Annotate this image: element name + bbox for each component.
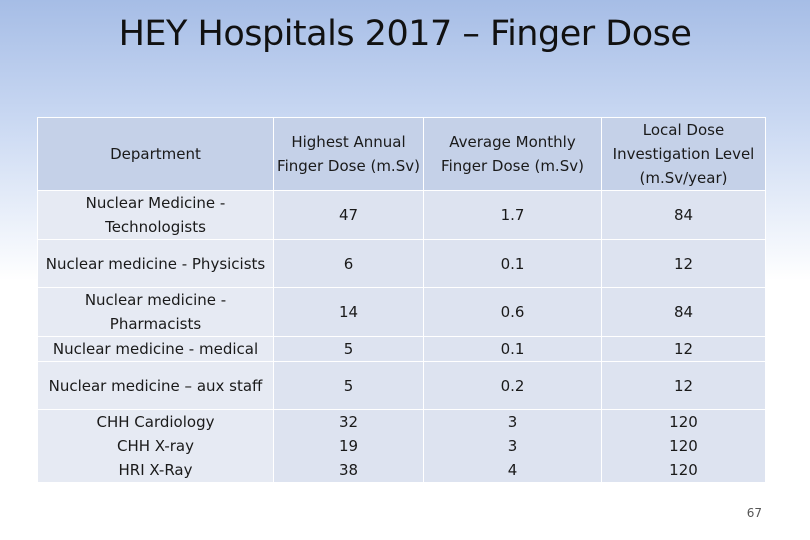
investigation-level-value: 120 [669, 437, 698, 455]
investigation-level-cell: 120 120 120 [601, 409, 766, 483]
department-chh-cardiology: CHH Cardiology [96, 413, 215, 431]
highest-dose-cell: 6 [273, 239, 424, 288]
table-header-row: Department Highest Annual Finger Dose (m… [37, 117, 766, 191]
highest-dose-cell: 5 [273, 361, 424, 410]
department-chh-xray: CHH X-ray [117, 437, 194, 455]
investigation-level-cell: 84 [601, 190, 766, 240]
department-cell: Nuclear medicine - Physicists [37, 239, 274, 288]
average-dose-cell: 0.1 [423, 336, 602, 362]
average-dose-cell: 1.7 [423, 190, 602, 240]
investigation-level-value: 120 [669, 413, 698, 431]
highest-dose-value: 19 [338, 437, 359, 455]
department-cell: Nuclear medicine - medical [37, 336, 274, 362]
average-dose-cell: 3 3 4 [423, 409, 602, 483]
highest-dose-cell: 14 [273, 287, 424, 337]
slide-title: HEY Hospitals 2017 – Finger Dose [118, 14, 692, 54]
investigation-level-cell: 84 [601, 287, 766, 337]
investigation-level-cell: 12 [601, 361, 766, 410]
table-row-group: CHH Cardiology CHH X-ray HRI X-Ray 32 19… [37, 409, 766, 483]
highest-dose-cell: 47 [273, 190, 424, 240]
highest-dose-cell: 5 [273, 336, 424, 362]
department-cell: CHH Cardiology CHH X-ray HRI X-Ray [37, 409, 274, 483]
header-investigation-level: Local Dose Investigation Level (m.Sv/yea… [601, 117, 766, 191]
average-dose-cell: 0.1 [423, 239, 602, 288]
investigation-level-value: 120 [669, 461, 698, 479]
header-highest-annual-dose: Highest Annual Finger Dose (m.Sv) [273, 117, 424, 191]
header-department: Department [37, 117, 274, 191]
average-dose-value: 3 [507, 413, 518, 431]
investigation-level-cell: 12 [601, 336, 766, 362]
department-cell: Nuclear medicine - Pharmacists [37, 287, 274, 337]
finger-dose-table: Department Highest Annual Finger Dose (m… [37, 117, 766, 483]
table-row: Nuclear medicine – aux staff 5 0.2 12 [37, 361, 766, 410]
department-cell: Nuclear Medicine - Technologists [37, 190, 274, 240]
table-row: Nuclear Medicine - Technologists 47 1.7 … [37, 190, 766, 240]
department-cell: Nuclear medicine – aux staff [37, 361, 274, 410]
table-row: Nuclear medicine - medical 5 0.1 12 [37, 336, 766, 362]
header-average-monthly-dose: Average Monthly Finger Dose (m.Sv) [423, 117, 602, 191]
page-number: 67 [746, 506, 762, 520]
investigation-level-cell: 12 [601, 239, 766, 288]
table-row: Nuclear medicine - Pharmacists 14 0.6 84 [37, 287, 766, 337]
average-dose-cell: 0.6 [423, 287, 602, 337]
average-dose-value: 3 [507, 437, 518, 455]
average-dose-value: 4 [507, 461, 518, 479]
average-dose-cell: 0.2 [423, 361, 602, 410]
highest-dose-cell: 32 19 38 [273, 409, 424, 483]
table-row: Nuclear medicine - Physicists 6 0.1 12 [37, 239, 766, 288]
highest-dose-value: 38 [338, 461, 359, 479]
highest-dose-value: 32 [338, 413, 359, 431]
department-hri-xray: HRI X-Ray [118, 461, 193, 479]
